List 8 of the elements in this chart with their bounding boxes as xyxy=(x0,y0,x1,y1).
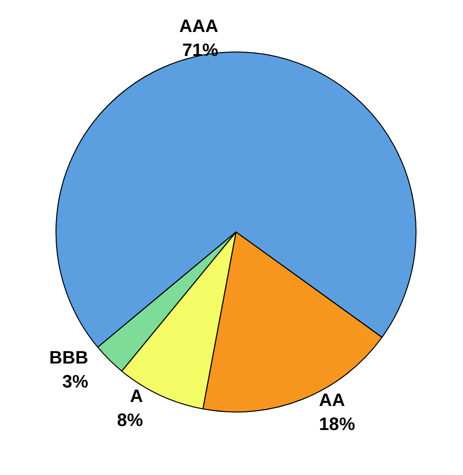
slice-label: AA xyxy=(319,390,346,410)
data-label: 18% xyxy=(319,414,356,434)
slice-label: AAA xyxy=(179,16,218,36)
slice-label: A xyxy=(130,386,144,406)
data-label: 8% xyxy=(116,410,144,430)
data-label: 3% xyxy=(62,372,88,392)
data-label: 71% xyxy=(182,40,218,60)
slice-label: BBB xyxy=(49,348,88,368)
